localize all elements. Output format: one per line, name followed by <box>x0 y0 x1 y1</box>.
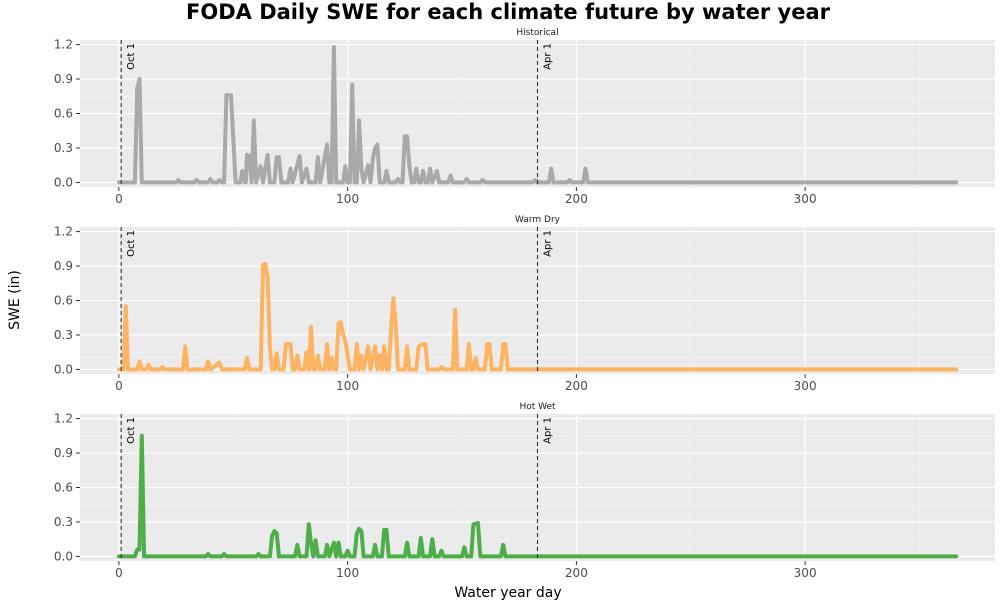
y-tick-label: 1.2 <box>54 225 73 239</box>
y-tick-label: 1.2 <box>54 412 73 426</box>
y-tick-label: 0.3 <box>54 141 73 155</box>
y-tick-label: 0.0 <box>54 362 73 376</box>
chart-title: FODA Daily SWE for each climate future b… <box>186 0 831 24</box>
x-tick-label: 200 <box>565 379 588 393</box>
panel-title: Hot Wet <box>519 402 556 412</box>
y-tick-label: 0.6 <box>54 294 73 308</box>
x-tick-label: 100 <box>336 192 359 206</box>
x-tick-label: 300 <box>794 192 817 206</box>
panel-title: Warm Dry <box>515 215 561 225</box>
panel-title: Historical <box>516 28 558 38</box>
x-tick-label: 0 <box>115 566 123 580</box>
y-tick-label: 0.0 <box>54 549 73 563</box>
reference-label: Oct 1 <box>126 230 137 257</box>
x-tick-label: 100 <box>336 379 359 393</box>
y-tick-label: 0.6 <box>54 107 73 121</box>
reference-label: Oct 1 <box>126 43 137 70</box>
series-line-warm-dry <box>116 261 959 372</box>
x-tick-label: 300 <box>794 379 817 393</box>
series-line-historical <box>116 44 959 185</box>
x-tick-label: 200 <box>565 192 588 206</box>
y-axis-label: SWE (in) <box>7 270 23 330</box>
y-tick-label: 1.2 <box>54 38 73 52</box>
panels: Oct 1 Apr 1 Historical 0.0 0.3 0.6 0.9 1.2 0 100 2… <box>54 28 995 580</box>
y-tick-label: 0.9 <box>54 259 73 273</box>
y-tick-label: 0.0 <box>54 175 73 189</box>
x-tick-label: 0 <box>115 379 123 393</box>
y-tick-label: 0.6 <box>54 481 73 495</box>
panel-historical: Oct 1 Apr 1 Historical 0.0 0.3 0.6 0.9 1.2 0 100 2… <box>54 28 995 206</box>
y-tick-label: 0.3 <box>54 515 73 529</box>
x-tick-label: 200 <box>565 566 588 580</box>
x-tick-label: 0 <box>115 192 123 206</box>
reference-label: Oct 1 <box>126 417 137 444</box>
reference-label: Apr 1 <box>543 43 554 70</box>
y-tick-label: 0.9 <box>54 446 73 460</box>
x-axis-label: Water year day <box>454 585 561 600</box>
y-tick-label: 0.9 <box>54 72 73 86</box>
reference-label: Apr 1 <box>543 230 554 257</box>
x-tick-label: 300 <box>794 566 817 580</box>
x-tick-label: 100 <box>336 566 359 580</box>
panel-hot-wet: Oct 1 Apr 1 Hot Wet 0.0 0.3 0.6 0.9 1.2 0 100 200 3… <box>54 402 995 580</box>
series-line-hot-wet <box>116 433 959 559</box>
panel-warm-dry: Oct 1 Apr 1 Warm Dry 0.0 0.3 0.6 0.9 1.2 0 100 200… <box>54 215 995 393</box>
reference-label: Apr 1 <box>543 417 554 444</box>
y-tick-label: 0.3 <box>54 328 73 342</box>
